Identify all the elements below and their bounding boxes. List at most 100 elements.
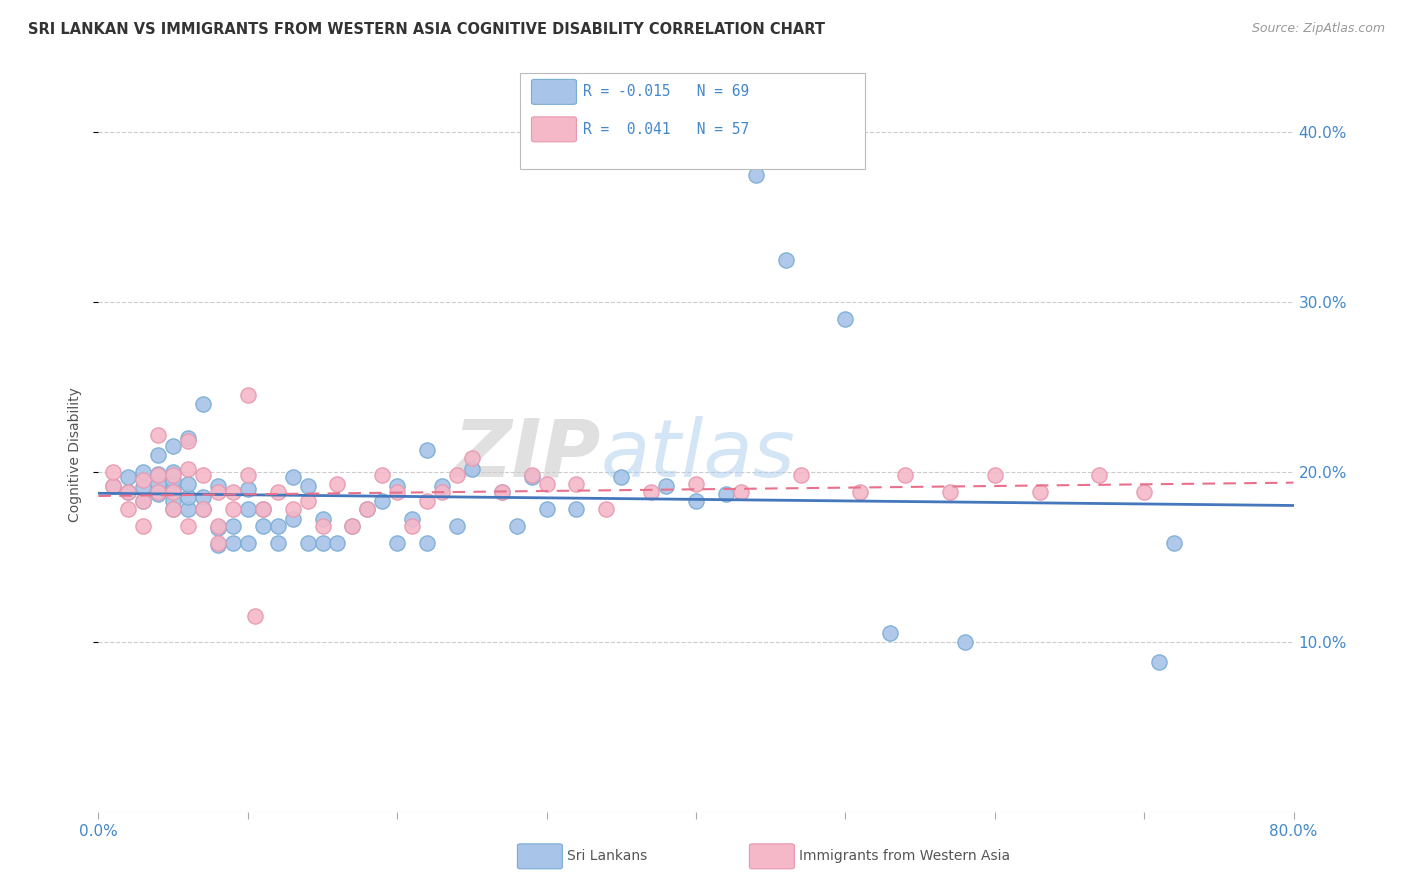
Point xyxy=(281,502,304,516)
Point xyxy=(191,397,214,411)
Point xyxy=(162,482,184,496)
Point xyxy=(132,480,155,494)
Point xyxy=(207,478,229,492)
Point xyxy=(311,536,333,550)
Point xyxy=(356,502,378,516)
Text: R =  0.041   N = 57: R = 0.041 N = 57 xyxy=(583,122,749,136)
Point xyxy=(385,485,409,500)
Point xyxy=(536,476,558,491)
Point xyxy=(371,493,394,508)
Point xyxy=(103,478,125,492)
Point xyxy=(252,502,274,516)
Point xyxy=(281,512,304,526)
Point xyxy=(416,536,439,550)
Point xyxy=(745,168,768,182)
Point xyxy=(207,521,229,535)
Text: Sri Lankans: Sri Lankans xyxy=(567,849,647,863)
Point xyxy=(162,465,184,479)
Point xyxy=(117,502,139,516)
Point xyxy=(371,468,394,483)
Point xyxy=(430,478,453,492)
Point xyxy=(177,461,200,475)
Point xyxy=(953,635,976,649)
Point xyxy=(207,519,229,533)
Point xyxy=(148,448,170,462)
Point xyxy=(430,485,453,500)
Point xyxy=(326,536,349,550)
Point xyxy=(281,470,304,484)
Text: atlas: atlas xyxy=(600,416,796,494)
Point xyxy=(148,487,170,501)
Point xyxy=(834,312,856,326)
Point xyxy=(191,502,214,516)
Point xyxy=(162,474,184,488)
Point xyxy=(416,493,439,508)
Point xyxy=(565,476,588,491)
Text: Source: ZipAtlas.com: Source: ZipAtlas.com xyxy=(1251,22,1385,36)
Point xyxy=(1147,655,1170,669)
Point xyxy=(222,536,245,550)
Point xyxy=(207,536,229,550)
Point xyxy=(685,493,707,508)
Text: Immigrants from Western Asia: Immigrants from Western Asia xyxy=(799,849,1010,863)
Point xyxy=(267,519,290,533)
Point xyxy=(565,502,588,516)
Point xyxy=(191,468,214,483)
Point xyxy=(177,431,200,445)
Point xyxy=(148,427,170,442)
Point xyxy=(446,468,468,483)
Point xyxy=(236,482,259,496)
Point xyxy=(245,609,267,624)
Point xyxy=(162,502,184,516)
Point xyxy=(536,502,558,516)
Point xyxy=(162,502,184,516)
Point xyxy=(117,470,139,484)
Point xyxy=(117,485,139,500)
Point xyxy=(177,502,200,516)
Point xyxy=(520,468,543,483)
Point xyxy=(446,519,468,533)
Text: ZIP: ZIP xyxy=(453,416,600,494)
Point xyxy=(879,626,901,640)
Point xyxy=(177,491,200,505)
Point xyxy=(191,491,214,505)
Point xyxy=(356,502,378,516)
Point xyxy=(491,485,513,500)
Point xyxy=(416,442,439,457)
Point xyxy=(148,467,170,481)
Point xyxy=(326,476,349,491)
Point xyxy=(297,493,319,508)
Point xyxy=(162,485,184,500)
Point xyxy=(222,502,245,516)
Point xyxy=(461,461,484,475)
Point xyxy=(191,502,214,516)
Point xyxy=(849,485,872,500)
Point xyxy=(520,470,543,484)
Point xyxy=(207,538,229,552)
Point xyxy=(132,519,155,533)
Point xyxy=(236,468,259,483)
Point xyxy=(401,519,423,533)
Point xyxy=(132,493,155,508)
Point xyxy=(148,485,170,500)
Point xyxy=(148,476,170,491)
Point xyxy=(297,536,319,550)
Point xyxy=(117,485,139,500)
Point xyxy=(595,502,617,516)
Point xyxy=(132,474,155,488)
Point xyxy=(1028,485,1050,500)
Point xyxy=(222,519,245,533)
Point xyxy=(730,485,752,500)
Point xyxy=(894,468,917,483)
Point xyxy=(267,485,290,500)
Point xyxy=(1133,485,1156,500)
Point xyxy=(222,485,245,500)
Point xyxy=(297,478,319,492)
Point xyxy=(311,519,333,533)
Point xyxy=(162,493,184,508)
Point xyxy=(506,519,529,533)
Point xyxy=(610,470,633,484)
Point xyxy=(103,478,125,492)
Point xyxy=(177,519,200,533)
Point xyxy=(177,476,200,491)
